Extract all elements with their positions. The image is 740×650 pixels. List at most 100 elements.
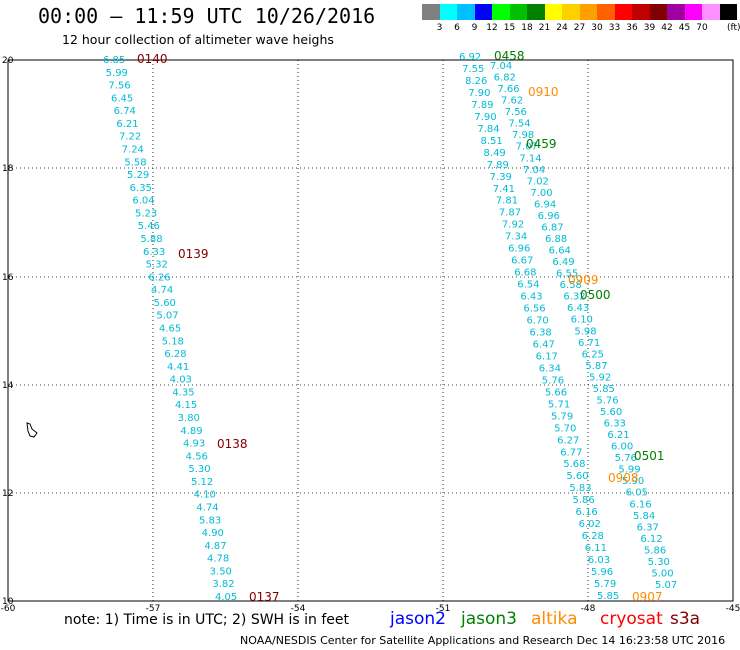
- swh-value: 7.92: [502, 220, 524, 231]
- scale-color-box: [544, 4, 562, 20]
- swh-value: 7.81: [496, 196, 518, 207]
- scale-color-box: [702, 4, 720, 20]
- swh-value: 6.77: [560, 447, 582, 458]
- time-label: 0907: [632, 590, 663, 604]
- lat-tick-label: 20: [2, 56, 14, 66]
- swh-value: 5.30: [188, 464, 210, 475]
- swh-value: 6.49: [552, 257, 574, 268]
- scale-label: 30: [591, 23, 603, 33]
- swh-value: 6.21: [116, 119, 138, 130]
- swh-value: 5.23: [135, 208, 157, 219]
- swh-value: 6.16: [576, 507, 598, 518]
- swh-value: 5.79: [551, 411, 573, 422]
- scale-label: 21: [538, 23, 551, 33]
- scale-color-box: [509, 4, 527, 20]
- swh-value: 5.00: [651, 568, 673, 579]
- swh-value: 5.70: [554, 423, 576, 434]
- lon-tick-label: -45: [726, 604, 740, 614]
- swh-value: 7.39: [490, 172, 512, 183]
- satellite-legend-s3a: s3a: [670, 609, 701, 629]
- scale-unit: (ft): [727, 23, 740, 33]
- swh-value: 5.76: [596, 395, 618, 406]
- island-outline: [26, 422, 38, 438]
- swh-value: 4.90: [202, 528, 224, 539]
- swh-value: 3.80: [178, 413, 200, 424]
- scale-label: 70: [696, 23, 708, 33]
- satellite-legend-jason2: jason2: [390, 609, 446, 629]
- swh-value: 4.41: [167, 362, 189, 373]
- swh-value: 5.99: [618, 465, 640, 476]
- swh-value: 7.24: [122, 145, 144, 156]
- scale-label: 36: [626, 23, 638, 33]
- scale-label: 12: [486, 23, 498, 33]
- swh-value: 5.58: [124, 157, 146, 168]
- satellite-legend-jason3: jason3: [461, 609, 517, 629]
- swh-value: 8.49: [484, 148, 506, 159]
- scale-label: 27: [573, 23, 586, 33]
- swh-value: 7.54: [508, 119, 530, 130]
- swh-value: 5.07: [655, 580, 677, 591]
- swh-value: 6.04: [132, 196, 154, 207]
- swh-value: 6.11: [585, 543, 607, 554]
- swh-value: 6.71: [578, 338, 600, 349]
- lon-tick-label: -48: [581, 604, 596, 614]
- scale-color-box: [719, 4, 737, 20]
- swh-value: 7.14: [519, 153, 541, 164]
- swh-value: 6.38: [530, 327, 552, 338]
- swh-value: 5.46: [138, 221, 160, 232]
- time-label: 0139: [178, 247, 209, 261]
- swh-value: 5.18: [162, 336, 184, 347]
- swh-value: 4.74: [151, 285, 173, 296]
- swh-value: 4.15: [175, 400, 197, 411]
- swh-value: 4.65: [159, 324, 181, 335]
- swh-value: 6.33: [143, 247, 165, 258]
- satellite-legend-altika: altika: [531, 609, 578, 629]
- scale-color-box: [579, 4, 597, 20]
- swh-value: 6.00: [611, 442, 633, 453]
- satellite-legend-cryosat: cryosat: [600, 609, 663, 629]
- swh-value: 5.60: [154, 298, 176, 309]
- scale-color-box: [632, 4, 650, 20]
- swh-value: 4.10: [194, 490, 216, 501]
- swh-value: 4.87: [204, 541, 226, 552]
- time-label: 0500: [580, 288, 611, 302]
- swh-value: 5.83: [569, 483, 591, 494]
- swh-value: 6.58: [560, 280, 582, 291]
- scale-label: 9: [471, 23, 478, 33]
- lat-tick-label: 16: [2, 273, 14, 283]
- swh-value: 6.85: [103, 55, 125, 66]
- time-label: 0140: [137, 52, 168, 66]
- page-subtitle: 12 hour collection of altimeter wave hei…: [62, 32, 334, 47]
- swh-value: 4.74: [196, 503, 218, 514]
- scale-color-box: [527, 4, 545, 20]
- swh-value: 6.45: [111, 93, 133, 104]
- scale-color-box: [474, 4, 492, 20]
- swh-value: 5.83: [199, 515, 221, 526]
- footer-credit: NOAA/NESDIS Center for Satellite Applica…: [240, 634, 726, 647]
- swh-value: 6.92: [459, 52, 481, 63]
- swh-value: 6.74: [114, 106, 136, 117]
- scale-color-box: [614, 4, 632, 20]
- swh-value: 5.90: [622, 476, 644, 487]
- swh-value: 6.34: [539, 363, 561, 374]
- scale-color-box: [649, 4, 667, 20]
- swh-value: 4.78: [207, 554, 229, 565]
- swh-value: 7.90: [468, 88, 490, 99]
- satellite-tracks: 6.855.997.566.456.746.217.227.245.585.29…: [103, 49, 677, 604]
- swh-value: 7.55: [462, 64, 484, 75]
- lat-tick-label: 18: [2, 164, 14, 174]
- coastline: [26, 422, 38, 438]
- lon-tick-label: -54: [291, 604, 306, 614]
- swh-value: 6.16: [629, 499, 651, 510]
- swh-value: 5.88: [140, 234, 162, 245]
- swh-value: 8.26: [465, 76, 487, 87]
- swh-value: 6.68: [514, 268, 536, 279]
- swh-value: 6.67: [511, 256, 533, 267]
- swh-value: 4.05: [215, 592, 237, 603]
- swh-value: 7.07: [516, 142, 538, 153]
- swh-value: 6.87: [541, 222, 563, 233]
- swh-value: 6.25: [582, 349, 604, 360]
- lat-tick-label: 10: [2, 597, 14, 607]
- swh-value: 8.51: [480, 136, 502, 147]
- swh-value: 5.87: [585, 361, 607, 372]
